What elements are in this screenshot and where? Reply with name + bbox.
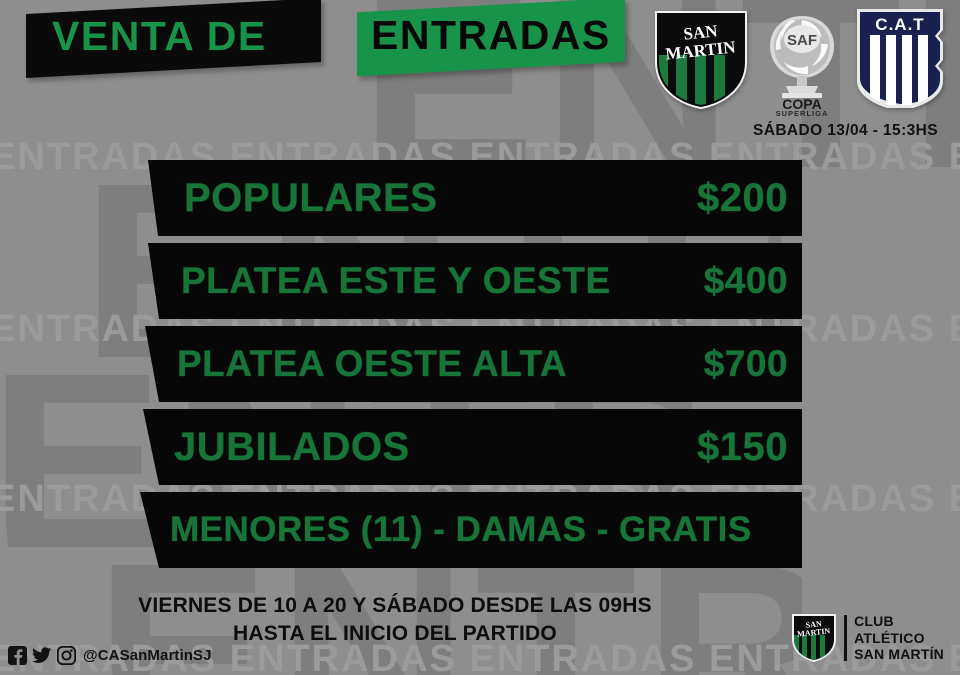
price-label: JUBILADOS xyxy=(174,424,410,469)
svg-text:SAF: SAF xyxy=(787,32,817,49)
price-label: MENORES (11) - DAMAS - GRATIS xyxy=(170,510,752,549)
price-list: POPULARES $200 PLATEA ESTE Y OESTE $400 … xyxy=(0,160,960,575)
match-date-time: SÁBADO 13/04 - 15:3HS xyxy=(753,122,938,139)
match-crest-row: SAN MARTIN S xyxy=(652,8,946,116)
social-links: @CASanMartinSJ xyxy=(8,646,212,665)
price-label: POPULARES xyxy=(184,175,438,220)
club-name-block: CLUB ATLÉTICO SAN MARTÍN xyxy=(854,613,944,663)
talleres-cat-crest: C.A.T xyxy=(857,9,943,108)
social-handle[interactable]: @CASanMartinSJ xyxy=(83,647,212,664)
away-club-crest-box: C.A.T xyxy=(854,8,946,108)
facebook-icon[interactable] xyxy=(8,646,27,665)
price-row: POPULARES $200 xyxy=(148,160,802,236)
price-value: $400 xyxy=(703,260,788,301)
title-line-2: ENTRADAS xyxy=(371,12,611,58)
club-footer-logo: SAN MARTIN CLUB ATLÉTICO SAN MARTÍN xyxy=(791,613,944,663)
price-value: $200 xyxy=(697,175,788,220)
saf-copa-superliga-trophy: SAF COPA SUPERLIGA xyxy=(770,16,834,116)
footer-divider xyxy=(844,615,848,661)
competition-logo-box: SAF COPA SUPERLIGA xyxy=(764,8,840,116)
sales-hours-note: VIERNES DE 10 A 20 Y SÁBADO DESDE LAS 09… xyxy=(0,592,790,649)
svg-text:COPA: COPA xyxy=(782,96,821,112)
sales-hours-line-1: VIERNES DE 10 A 20 Y SÁBADO DESDE LAS 09… xyxy=(138,594,652,617)
club-name-line-1: CLUB xyxy=(854,613,894,630)
san-martin-crest-small: SAN MARTIN xyxy=(792,614,837,662)
title-line-1: VENTA DE xyxy=(52,12,267,59)
twitter-icon[interactable] xyxy=(32,646,52,665)
price-row: JUBILADOS $150 xyxy=(143,409,802,485)
svg-text:C.A.T: C.A.T xyxy=(875,15,924,34)
sales-hours-line-2: HASTA EL INICIO DEL PARTIDO xyxy=(233,622,557,646)
san-martin-crest: SAN MARTIN xyxy=(655,11,747,109)
svg-text:SAN: SAN xyxy=(805,619,822,630)
instagram-icon[interactable] xyxy=(57,646,76,665)
club-name-line-3: SAN MARTÍN xyxy=(854,646,944,663)
svg-text:MARTIN: MARTIN xyxy=(797,626,831,638)
poster-title: VENTA DE ENTRADAS xyxy=(26,0,625,78)
price-row: PLATEA OESTE ALTA $700 xyxy=(145,326,802,402)
price-label: PLATEA OESTE ALTA xyxy=(177,343,568,384)
price-value: $150 xyxy=(697,424,788,469)
title-banner-venta-de: VENTA DE xyxy=(26,0,321,78)
price-label: PLATEA ESTE Y OESTE xyxy=(181,260,611,301)
price-row: MENORES (11) - DAMAS - GRATIS xyxy=(140,492,802,568)
title-banner-entradas: ENTRADAS xyxy=(357,0,625,77)
svg-text:SUPERLIGA: SUPERLIGA xyxy=(776,109,829,116)
club-name-line-2: ATLÉTICO xyxy=(854,629,925,646)
price-value: $700 xyxy=(703,343,788,384)
price-row: PLATEA ESTE Y OESTE $400 xyxy=(148,243,802,319)
home-club-crest-box: SAN MARTIN xyxy=(652,8,750,112)
svg-text:SAN: SAN xyxy=(683,21,720,44)
